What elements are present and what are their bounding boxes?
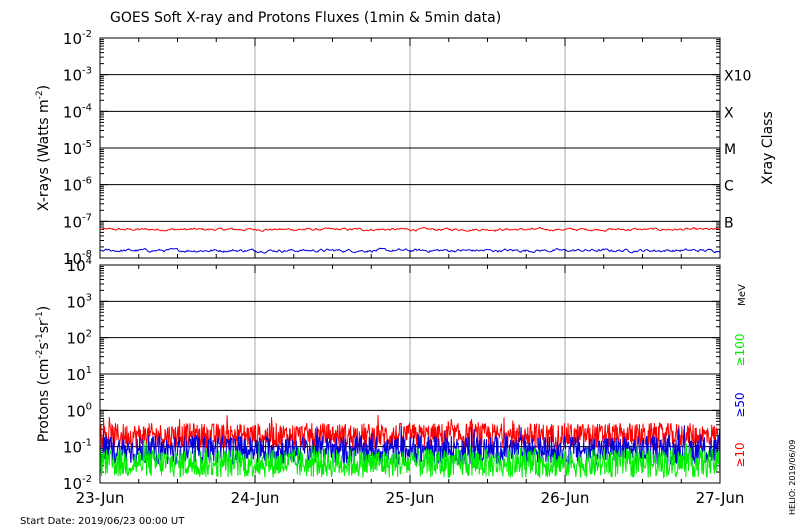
xray-class-label: M — [724, 142, 736, 158]
y-tick-label: 10-3 — [63, 66, 92, 85]
xray-class-label: B — [724, 215, 734, 231]
xray-panel: 10-2 10-3 10-4 10-5 10-6 10-7 10-8 X-rays (Watt… — [35, 29, 776, 268]
y-tick-label: 10-2 — [63, 29, 92, 48]
y-tick-label: 101 — [67, 365, 92, 384]
series-line-blue — [99, 247, 721, 254]
panel-frame — [99, 264, 721, 484]
xray-class-label: C — [724, 179, 734, 195]
y-axis-label: Protons (cm-2s-1sr-1) — [35, 306, 52, 442]
y-tick-label: 100 — [67, 401, 92, 420]
side-date-label: HELIO: 2019/06/09 — [788, 440, 797, 515]
y-tick-label: 103 — [67, 292, 92, 311]
chart-title: GOES Soft X-ray and Protons Fluxes (1min… — [110, 10, 501, 26]
energy-unit-label: MeV — [737, 284, 748, 306]
xray-class-label: X10 — [724, 69, 751, 85]
x-tick-label: 27-Jun — [696, 489, 745, 507]
y-tick-label: 10-1 — [63, 438, 92, 457]
series-line-blue — [99, 425, 721, 467]
y-axis-label: X-rays (Watts m-2) — [35, 85, 52, 211]
series-line-red — [99, 226, 721, 232]
y-tick-label: 10-7 — [63, 212, 92, 231]
y-tick-label: 10-8 — [63, 249, 92, 268]
energy-label-red: ≥10 — [733, 442, 747, 467]
y-tick-label: 10-4 — [63, 102, 92, 121]
proton-panel: 104 103 102 101 100 10-1 10-2 Protons (cm-2s-1s… — [35, 256, 748, 493]
x-tick-label: 25-Jun — [386, 489, 435, 507]
energy-label-blue: ≥50 — [733, 392, 747, 417]
y-tick-label: 10-5 — [63, 139, 92, 158]
y-tick-label: 10-6 — [63, 176, 92, 195]
x-tick-label: 24-Jun — [231, 489, 280, 507]
start-date-label: Start Date: 2019/06/23 00:00 UT — [20, 516, 185, 527]
y-tick-label: 10-2 — [63, 474, 92, 493]
xray-class-axis-label: Xray Class — [760, 111, 776, 185]
series-line-green — [99, 439, 721, 479]
energy-label-green: ≥100 — [733, 334, 747, 367]
xray-class-label: X — [724, 105, 734, 121]
x-tick-label: 26-Jun — [541, 489, 590, 507]
panel-frame — [99, 37, 721, 259]
y-tick-label: 102 — [67, 329, 92, 348]
y-tick-label: 104 — [67, 256, 92, 275]
x-axis-tick-labels: 23-Jun 24-Jun 25-Jun 26-Jun 27-Jun — [76, 489, 745, 507]
x-tick-label: 23-Jun — [76, 489, 125, 507]
